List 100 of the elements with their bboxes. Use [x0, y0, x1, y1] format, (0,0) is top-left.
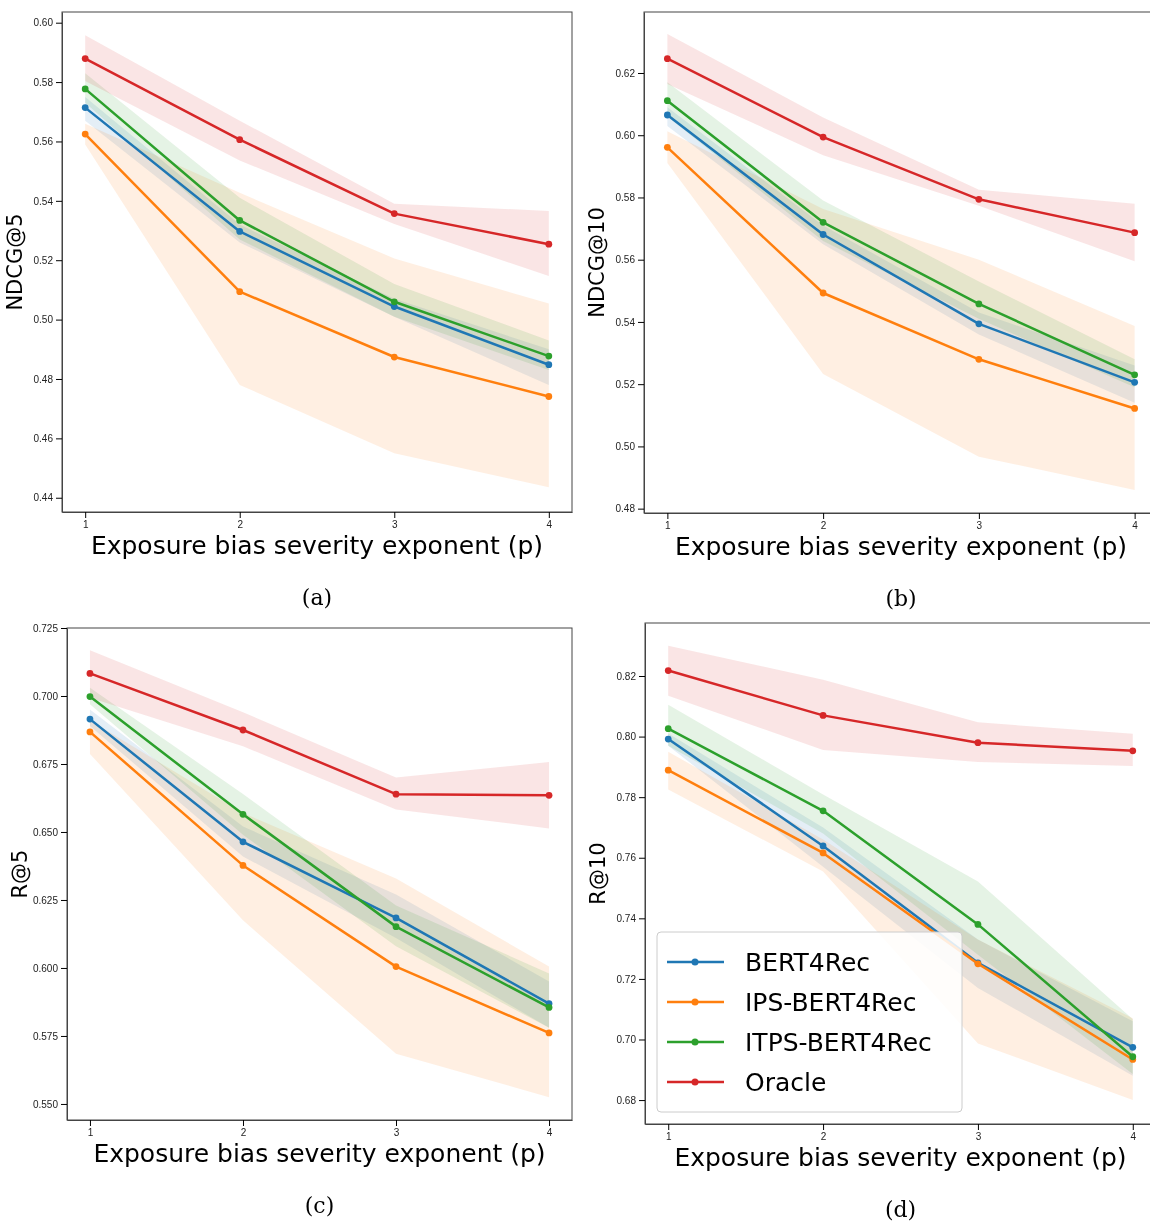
point	[1131, 405, 1139, 412]
x-tick-label: 4	[1132, 520, 1139, 532]
y-tick-label: 0.70	[616, 1034, 637, 1046]
point	[545, 393, 553, 400]
point	[81, 85, 89, 93]
y-tick-label: 0.68	[616, 1094, 637, 1106]
x-axis-title: Exposure bias severity exponent (p)	[90, 531, 544, 560]
y-tick-label: 0.56	[615, 254, 636, 266]
y-tick-label: 0.54	[33, 195, 54, 207]
y-tick-label: 0.700	[32, 690, 59, 702]
text: (b)	[885, 586, 917, 611]
point	[819, 842, 827, 850]
y-tick-label: 0.44	[33, 492, 54, 504]
point	[819, 807, 827, 815]
point	[545, 240, 553, 248]
point	[819, 133, 827, 141]
point	[81, 130, 89, 138]
y-tick-label: 0.625	[32, 894, 59, 906]
text: (c)	[304, 1193, 335, 1218]
point	[392, 790, 400, 798]
y-tick-label: 0.725	[32, 622, 59, 634]
y-tick-label: 0.46	[33, 433, 54, 445]
y-tick-label: 0.675	[32, 758, 59, 770]
x-tick-label: 1	[665, 520, 672, 532]
legend-label: BERT4Rec	[745, 948, 871, 977]
y-tick-label: 0.58	[33, 76, 54, 88]
y-tick-label: 0.550	[32, 1098, 59, 1110]
x-tick-label: 2	[820, 520, 827, 532]
point	[236, 136, 244, 144]
x-tick-label: 4	[546, 1127, 553, 1139]
x-axis-title: Exposure bias severity exponent (p)	[93, 1139, 546, 1168]
y-axis-title: R@5	[8, 849, 32, 899]
point	[545, 361, 553, 369]
x-tick-label: 3	[393, 1127, 400, 1139]
x-axis-title: Exposure bias severity exponent (p)	[674, 1143, 1127, 1172]
legend-label: ITPS-BERT4Rec	[745, 1028, 932, 1057]
y-tick-label: 0.48	[615, 503, 636, 515]
point	[819, 231, 827, 238]
point	[975, 300, 983, 308]
point	[86, 715, 94, 723]
point	[236, 228, 244, 235]
point	[819, 218, 827, 226]
point	[392, 914, 400, 922]
point	[86, 728, 94, 736]
point	[664, 725, 672, 733]
point	[545, 352, 553, 360]
point	[1131, 371, 1139, 379]
y-tick-label: 0.52	[615, 378, 636, 390]
point	[664, 667, 672, 674]
y-tick-label: 0.600	[32, 962, 59, 974]
y-tick-label: 0.60	[615, 129, 636, 141]
point	[974, 921, 982, 928]
point	[392, 923, 400, 931]
x-tick-label: 4	[546, 519, 553, 531]
y-tick-label: 0.72	[616, 973, 637, 985]
legend-label: Oracle	[745, 1068, 827, 1097]
point	[663, 97, 671, 105]
point	[975, 355, 983, 363]
point	[86, 670, 94, 677]
y-tick-label: 0.56	[33, 136, 54, 148]
point	[975, 320, 983, 328]
text: (d)	[884, 1197, 917, 1222]
point	[239, 862, 247, 869]
point	[236, 217, 244, 224]
x-tick-label: 2	[237, 519, 244, 531]
y-tick-label: 0.82	[616, 670, 637, 682]
y-tick-label: 0.74	[616, 913, 637, 925]
point	[239, 810, 247, 818]
y-tick-label: 0.62	[615, 67, 636, 79]
y-tick-label: 0.50	[33, 314, 54, 326]
text: (a)	[301, 585, 333, 610]
x-tick-label: 4	[1130, 1131, 1137, 1143]
point	[819, 289, 827, 297]
point	[664, 735, 672, 743]
point	[1129, 1043, 1137, 1051]
x-tick-label: 3	[391, 519, 398, 531]
point	[1131, 378, 1139, 386]
point	[664, 766, 672, 774]
point	[390, 210, 398, 217]
y-tick-label: 0.80	[616, 731, 637, 743]
point	[236, 288, 244, 296]
y-axis-title: R@10	[586, 842, 610, 905]
point	[819, 712, 827, 719]
x-tick-label: 2	[820, 1131, 827, 1143]
y-tick-label: 0.54	[615, 316, 636, 328]
point	[1131, 229, 1139, 237]
point	[663, 143, 671, 151]
y-tick-label: 0.58	[615, 192, 636, 204]
y-axis-title: NDCG@5	[3, 213, 27, 311]
x-tick-label: 2	[240, 1127, 247, 1139]
legend-label: IPS-BERT4Rec	[745, 988, 917, 1017]
point	[974, 739, 982, 747]
x-tick-label: 3	[976, 520, 983, 532]
point	[975, 195, 983, 203]
point	[663, 55, 671, 63]
point	[819, 849, 827, 857]
point	[390, 353, 398, 361]
y-tick-label: 0.48	[33, 373, 54, 385]
point	[545, 791, 553, 799]
point	[239, 726, 247, 734]
